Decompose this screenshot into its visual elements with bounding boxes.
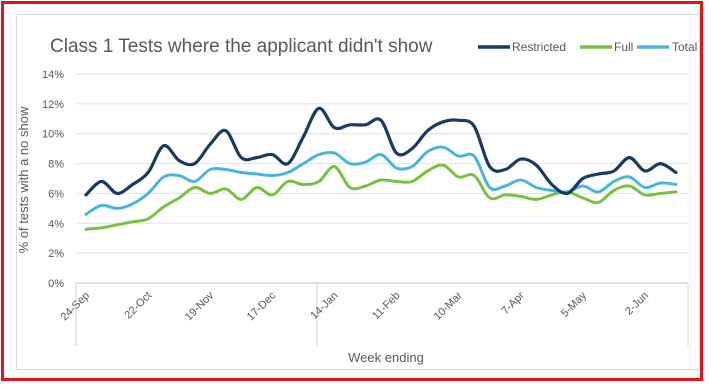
gridlines bbox=[76, 73, 688, 284]
y-axis-label: % of tests with a no show bbox=[16, 106, 31, 253]
x-tick-label: 24-Sep bbox=[59, 290, 93, 324]
series-line-full bbox=[84, 163, 678, 231]
chart-title: Class 1 Tests where the applicant didn't… bbox=[50, 36, 433, 57]
x-tick-label: 14-Jan bbox=[308, 290, 340, 322]
x-tick-label: 5-May bbox=[559, 289, 589, 319]
y-tick-label: 8% bbox=[48, 159, 64, 171]
y-axis-ticks: 0% 2% 4% 6% 8% 10% 12% 14% bbox=[42, 69, 64, 290]
x-axis: 24-Sep 22-Oct 19-Nov 17-Dec 14-Jan 11-Feb 10-M… bbox=[59, 283, 689, 346]
x-tick-label: 19-Nov bbox=[183, 289, 217, 323]
y-tick-label: 12% bbox=[42, 99, 64, 111]
series-lines bbox=[84, 106, 678, 231]
chart-frame bbox=[1, 1, 703, 381]
legend: Restricted Full Total bbox=[478, 40, 697, 54]
y-tick-label: 4% bbox=[48, 218, 64, 230]
y-tick-label: 10% bbox=[42, 129, 64, 141]
x-tick-label: 22-Oct bbox=[122, 290, 154, 322]
y-tick-label: 0% bbox=[48, 278, 64, 290]
legend-label-full: Full bbox=[614, 40, 633, 54]
chart-area bbox=[16, 14, 700, 370]
series-line-restricted bbox=[84, 106, 678, 197]
y-tick-label: 2% bbox=[48, 248, 64, 260]
x-axis-label: Week ending bbox=[348, 350, 424, 365]
x-tick-label: 17-Dec bbox=[245, 289, 279, 323]
legend-label-restricted: Restricted bbox=[512, 40, 566, 54]
y-tick-label: 6% bbox=[48, 188, 64, 200]
x-tick-label: 7-Apr bbox=[499, 289, 527, 317]
legend-label-total: Total bbox=[672, 40, 697, 54]
x-tick-label: 11-Feb bbox=[370, 290, 403, 323]
y-tick-label: 14% bbox=[42, 69, 64, 81]
x-tick-label: 2-Jun bbox=[623, 290, 651, 318]
x-tick-label: 10-Mar bbox=[432, 289, 465, 322]
series-line-total bbox=[84, 145, 678, 216]
